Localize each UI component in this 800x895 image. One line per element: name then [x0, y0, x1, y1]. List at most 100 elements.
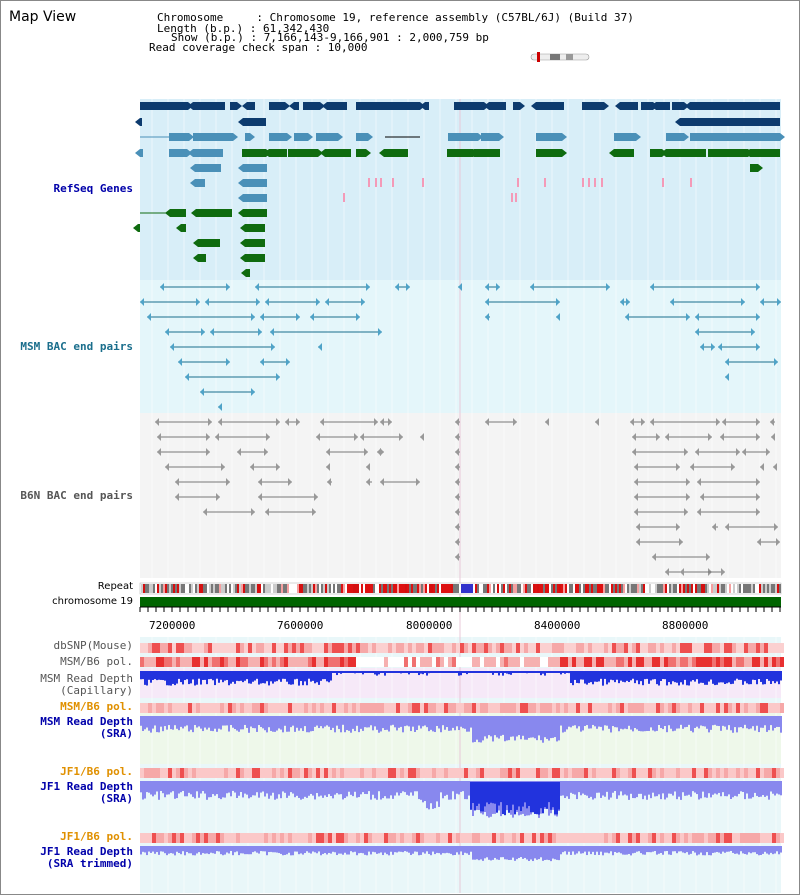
read-depth-bar: [310, 671, 312, 682]
polymorphism-cell: [208, 703, 212, 713]
track-label-jf1-pol-2[interactable]: JF1/B6 pol.: [60, 830, 133, 843]
read-depth-bar: [682, 671, 684, 685]
polymorphism-cell: [356, 657, 360, 667]
pseudogene-mark: [511, 193, 513, 202]
polymorphism-cell: [260, 703, 264, 713]
gene-strand-arrow: [135, 118, 140, 126]
polymorphism-cell: [268, 833, 272, 843]
track-label-msm-depth-capillary[interactable]: MSM Read Depth (Capillary): [40, 672, 133, 697]
read-depth-bar: [204, 716, 206, 728]
read-depth-bar: [536, 782, 538, 814]
read-depth-bar: [644, 846, 646, 855]
b6n-bac-end: [218, 418, 222, 426]
read-depth-bar: [314, 671, 316, 684]
polymorphism-cell: [408, 833, 412, 843]
track-label-msm-pol[interactable]: MSM/B6 pol.: [60, 655, 133, 668]
repeat-element: [259, 584, 261, 593]
polymorphism-cell: [148, 703, 152, 713]
polymorphism-cell: [144, 833, 148, 843]
msm-bac-end: [205, 298, 209, 306]
track-label-msm-bac[interactable]: MSM BAC end pairs: [20, 340, 133, 353]
msm-bac-end: [316, 298, 320, 306]
read-depth-bar: [438, 716, 440, 729]
read-depth-bar: [364, 671, 366, 673]
read-depth-bar: [700, 846, 702, 853]
repeat-element: [737, 584, 739, 593]
read-depth-bar: [730, 846, 732, 851]
repeat-element: [437, 584, 439, 593]
polymorphism-cell: [572, 643, 576, 653]
read-depth-bar: [424, 781, 426, 802]
b6n-bac-end: [175, 478, 179, 486]
track-label-jf1-depth-trimmed[interactable]: JF1 Read Depth (SRA trimmed): [40, 845, 133, 870]
read-depth-bar: [332, 846, 334, 852]
read-depth-bar: [212, 716, 214, 732]
read-depth-bar: [400, 846, 402, 852]
read-depth-bar: [566, 846, 568, 855]
read-depth-bar: [722, 671, 724, 683]
polymorphism-cell: [388, 657, 392, 667]
polymorphism-cell: [600, 768, 604, 778]
read-depth-bar: [698, 846, 700, 855]
b6n-bac-end: [276, 418, 280, 426]
polymorphism-cell: [592, 833, 596, 843]
track-label-refseq[interactable]: RefSeq Genes: [53, 182, 133, 195]
gene-block: [245, 133, 250, 141]
b6n-bac-end: [700, 493, 704, 501]
read-depth-bar: [328, 716, 330, 727]
repeat-element: [329, 584, 331, 593]
repeat-element: [355, 584, 357, 593]
read-depth-bar: [590, 716, 592, 729]
read-depth-bar: [296, 846, 298, 852]
read-depth-bar: [564, 781, 566, 799]
read-depth-bar: [762, 716, 764, 728]
read-depth-bar: [436, 716, 438, 726]
repeat-element: [615, 584, 617, 593]
polymorphism-cell: [372, 768, 376, 778]
polymorphism-cell: [176, 643, 180, 653]
read-depth-bar: [764, 781, 766, 797]
read-depth-bar: [768, 781, 770, 800]
track-label-jf1-pol[interactable]: JF1/B6 pol.: [60, 765, 133, 778]
polymorphism-cell: [584, 833, 588, 843]
axis-tick-label: 8800000: [662, 619, 709, 632]
read-depth-bar: [164, 781, 166, 798]
read-depth-bar: [168, 781, 170, 795]
polymorphism-cell: [460, 657, 464, 667]
read-depth-bar: [236, 846, 238, 852]
read-depth-bar: [706, 846, 708, 853]
polymorphism-cell: [536, 768, 540, 778]
repeat-element: [219, 584, 221, 593]
read-depth-bar: [494, 716, 496, 736]
polymorphism-cell: [456, 768, 460, 778]
gene-strand-arrow: [531, 102, 536, 110]
read-depth-bar: [412, 716, 414, 727]
read-depth-bar: [354, 716, 356, 732]
repeat-element: [277, 584, 279, 593]
read-depth-bar: [680, 671, 682, 683]
read-depth-bar: [378, 716, 380, 733]
polymorphism-cell: [264, 833, 268, 843]
polymorphism-cell: [276, 657, 280, 667]
polymorphism-cell: [380, 657, 384, 667]
polymorphism-cell: [768, 643, 772, 653]
track-label-dbsnp[interactable]: dbSNP(Mouse): [53, 639, 133, 652]
polymorphism-cell: [328, 643, 332, 653]
msm-bac-end: [378, 328, 382, 336]
track-label-msm-depth-sra[interactable]: MSM Read Depth (SRA): [40, 715, 133, 740]
track-label-b6n-bac[interactable]: B6N BAC end pairs: [20, 489, 133, 502]
read-depth-bar: [472, 846, 474, 860]
polymorphism-cell: [560, 833, 564, 843]
chromosome-ideogram[interactable]: [530, 52, 590, 62]
read-depth-bar: [776, 781, 778, 794]
read-depth-bar: [780, 781, 782, 796]
read-depth-bar: [628, 781, 630, 800]
polymorphism-cell: [652, 657, 656, 667]
polymorphism-cell: [604, 643, 608, 653]
track-label-msm-pol-2[interactable]: MSM/B6 pol.: [60, 700, 133, 713]
track-label-jf1-depth-sra[interactable]: JF1 Read Depth (SRA): [40, 780, 133, 805]
read-depth-bar: [278, 671, 280, 680]
read-depth-bar: [472, 671, 474, 673]
read-depth-bar: [596, 846, 598, 852]
